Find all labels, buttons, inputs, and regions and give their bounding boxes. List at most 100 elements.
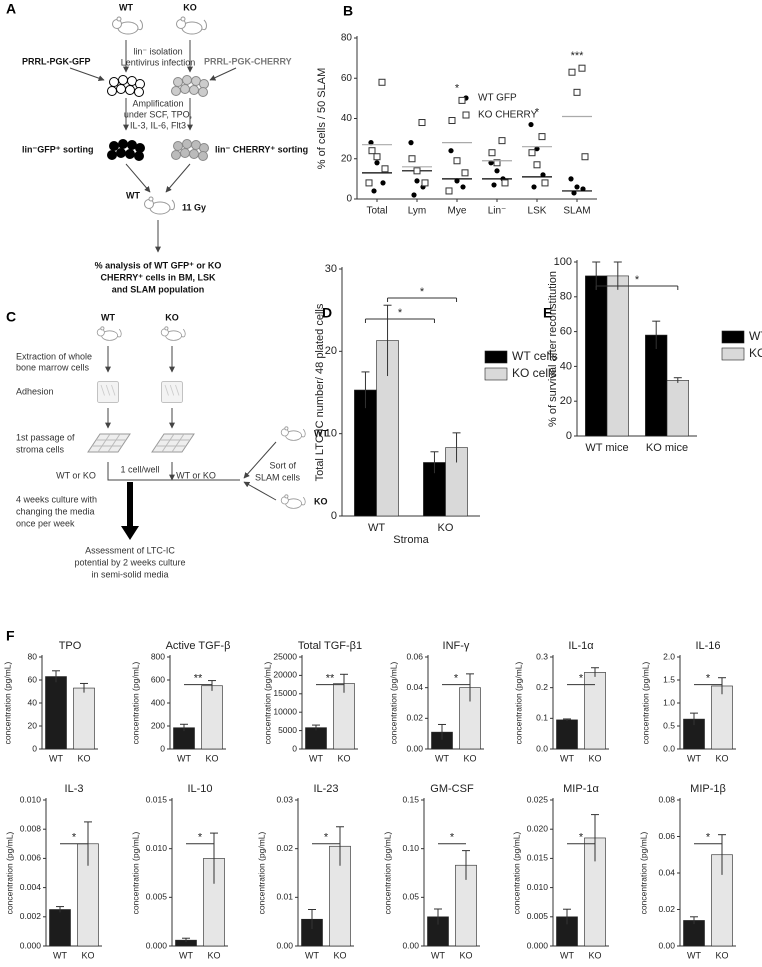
point <box>493 159 501 167</box>
point <box>528 149 536 157</box>
x-tick-label: WT <box>431 950 445 960</box>
significance-label: * <box>535 106 540 118</box>
point <box>413 167 421 175</box>
y-tick-label: 0.3 <box>536 651 548 661</box>
y-tick-label: 15000 <box>273 688 297 698</box>
y-axis-label: concentration (pg/mL) <box>130 661 140 744</box>
legend-label: KO CHERRY <box>478 110 538 121</box>
arrow <box>69 67 105 82</box>
x-tick-label: WT <box>309 753 323 763</box>
y-tick-label: 0.04 <box>658 867 675 877</box>
point <box>494 168 500 174</box>
y-tick-label: 0.00 <box>658 940 675 950</box>
y-tick-label: 20 <box>560 395 572 407</box>
arrow <box>165 163 191 193</box>
label: 4 weeks culture with <box>16 494 97 504</box>
label: once per week <box>16 518 75 528</box>
point <box>533 161 541 169</box>
y-axis-label: % of survival after reconstitution <box>547 271 559 427</box>
y-tick-label: 0.06 <box>406 651 423 661</box>
y-tick-label: 0 <box>32 743 37 753</box>
y-tick-label: 100 <box>554 256 572 268</box>
bar <box>49 909 71 947</box>
point <box>445 187 453 195</box>
significance-label: * <box>635 274 640 286</box>
y-axis-label: concentration (pg/mL) <box>640 661 650 744</box>
y-tick-label: 20 <box>28 720 38 730</box>
significance-label: * <box>420 286 425 298</box>
chart-title: TPO <box>59 640 82 652</box>
legend-label: WT cells <box>512 349 558 363</box>
significance-label: * <box>454 673 459 685</box>
bar <box>645 334 668 437</box>
chart-title: IL-23 <box>313 783 338 795</box>
label: WT <box>119 2 133 12</box>
label: Assessment of LTC-IC <box>85 545 175 555</box>
label: Lentivirus infection <box>121 57 196 67</box>
point <box>414 178 420 184</box>
label: lin⁻ CHERRY⁺ sorting <box>215 144 308 154</box>
panel-label: D <box>322 305 332 321</box>
point <box>540 172 546 178</box>
panel-a: A WT KO lin⁻ isolation Lentivirus infect… <box>6 1 308 295</box>
y-tick-label: 1.0 <box>663 697 675 707</box>
significance-label: ** <box>326 673 335 685</box>
x-tick-label: WT <box>179 950 193 960</box>
legend-swatch <box>484 367 508 381</box>
legend-swatch <box>484 350 508 364</box>
y-tick-label: 0.06 <box>658 831 675 841</box>
y-tick-label: 0.002 <box>20 911 42 921</box>
x-tick-label: WT <box>49 753 63 763</box>
label: Extraction of whole <box>16 351 92 361</box>
label: lin⁻GFP⁺ sorting <box>22 144 94 154</box>
chart-title: GM-CSF <box>430 783 474 795</box>
x-tick-label: KO <box>77 753 90 763</box>
y-axis-label: concentration (pg/mL) <box>2 661 12 744</box>
x-tick-label: KO <box>715 950 728 960</box>
y-tick-label: 0.000 <box>146 940 168 950</box>
x-tick-label: KO mice <box>646 442 688 454</box>
x-tick-label: WT <box>687 753 701 763</box>
label: KO <box>165 312 179 322</box>
bar <box>45 676 67 750</box>
y-tick-label: 0.0 <box>536 743 548 753</box>
point <box>454 178 460 184</box>
legend-label: WT cells <box>749 329 762 343</box>
y-tick-label: 1.5 <box>663 674 675 684</box>
chart-title: Active TGF-β <box>166 640 231 652</box>
y-tick-label: 0.2 <box>536 682 548 692</box>
point <box>365 179 373 187</box>
y-tick-label: 0.02 <box>658 904 675 914</box>
y-axis-label: Total LTC-IC number/ 48 plated cells <box>314 303 326 481</box>
point <box>574 184 580 190</box>
point <box>453 157 461 165</box>
bar <box>711 685 733 750</box>
point <box>578 64 586 72</box>
connector <box>107 462 240 481</box>
chart-title: MIP-1β <box>690 783 726 795</box>
mouse-icon <box>176 16 207 35</box>
y-tick-label: 20 <box>325 345 337 357</box>
legend-label: KO cells <box>749 346 762 360</box>
y-tick-label: 0.005 <box>527 911 549 921</box>
y-tick-label: 0.008 <box>20 823 42 833</box>
point <box>368 147 376 155</box>
y-tick-label: 2.0 <box>663 651 675 661</box>
point <box>380 180 386 186</box>
chart-title: IL-10 <box>187 783 212 795</box>
y-tick-label: 10000 <box>273 706 297 716</box>
y-tick-label: 0.0 <box>663 743 675 753</box>
significance-label: ** <box>194 673 203 685</box>
label: 11 Gy <box>182 202 206 212</box>
x-tick-label: Lin⁻ <box>488 206 507 217</box>
y-axis-label: concentration (pg/mL) <box>382 831 392 914</box>
x-tick-label: WT <box>560 950 574 960</box>
label: changing the media <box>16 506 95 516</box>
panel-label: A <box>6 1 16 17</box>
y-axis-label: concentration (pg/mL) <box>511 831 521 914</box>
y-tick-label: 0 <box>566 430 572 442</box>
panel-label: C <box>6 309 16 325</box>
significance-label: *** <box>571 50 585 62</box>
y-tick-label: 200 <box>151 720 165 730</box>
chart-title: INF-γ <box>443 640 470 652</box>
